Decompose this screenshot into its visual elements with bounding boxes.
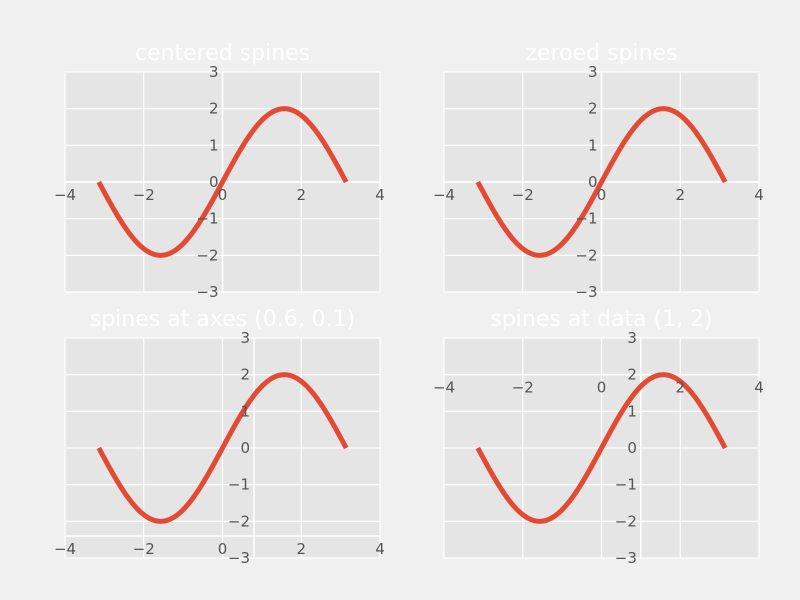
x-tick-label: −4 <box>54 186 76 204</box>
x-tick-label: 0 <box>218 540 228 558</box>
series-line <box>475 106 728 258</box>
x-tick-label: −2 <box>512 379 534 397</box>
x-tick-label: 4 <box>375 540 385 558</box>
y-tick-label: −1 <box>196 210 218 228</box>
y-tick-label: 0 <box>627 439 637 457</box>
series-line <box>475 372 728 524</box>
series-line <box>96 106 349 258</box>
y-tick-label: −1 <box>615 476 637 494</box>
y-tick-label: −2 <box>228 512 250 530</box>
x-tick-label: 0 <box>218 186 228 204</box>
y-tick-label: 0 <box>588 173 598 191</box>
y-tick-label: 2 <box>209 100 219 118</box>
x-tick-label: 2 <box>675 186 685 204</box>
y-tick-label: 2 <box>627 366 637 384</box>
x-tick-label: −4 <box>433 379 455 397</box>
y-tick-label: 0 <box>209 173 219 191</box>
y-tick-label: 3 <box>588 63 598 81</box>
y-tick-label: −2 <box>615 512 637 530</box>
y-tick-label: 3 <box>240 329 250 347</box>
x-tick-label: 2 <box>296 540 306 558</box>
y-tick-label: 1 <box>627 402 637 420</box>
x-tick-label: 4 <box>375 186 385 204</box>
subplot-title: spines at data (1, 2) <box>490 307 712 332</box>
y-tick-label: −1 <box>575 210 597 228</box>
y-tick-label: −1 <box>228 476 250 494</box>
x-tick-label: 2 <box>675 379 685 397</box>
series-line <box>96 372 349 524</box>
y-tick-label: 0 <box>240 439 250 457</box>
x-tick-label: 4 <box>754 379 764 397</box>
x-tick-label: −2 <box>512 186 534 204</box>
y-tick-label: 3 <box>209 63 219 81</box>
y-tick-label: −3 <box>196 283 218 301</box>
x-tick-label: −2 <box>133 186 155 204</box>
x-tick-label: 4 <box>754 186 764 204</box>
y-tick-label: −2 <box>575 246 597 264</box>
y-tick-label: −3 <box>615 549 637 567</box>
y-tick-label: 3 <box>627 329 637 347</box>
x-tick-label: 0 <box>597 379 607 397</box>
y-tick-label: 2 <box>588 100 598 118</box>
subplot-title: zeroed spines <box>525 41 677 66</box>
y-tick-label: 2 <box>240 366 250 384</box>
subplot-title: spines at axes (0.6, 0.1) <box>90 307 356 332</box>
y-tick-label: 1 <box>588 136 598 154</box>
x-tick-label: 2 <box>296 186 306 204</box>
y-tick-label: 1 <box>209 136 219 154</box>
y-tick-label: 1 <box>240 402 250 420</box>
y-tick-label: −2 <box>196 246 218 264</box>
x-tick-label: 0 <box>597 186 607 204</box>
y-tick-label: −3 <box>228 549 250 567</box>
x-tick-label: −4 <box>54 540 76 558</box>
x-tick-label: −2 <box>133 540 155 558</box>
subplot-title: centered spines <box>135 41 310 66</box>
y-tick-label: −3 <box>575 283 597 301</box>
x-tick-label: −4 <box>433 186 455 204</box>
